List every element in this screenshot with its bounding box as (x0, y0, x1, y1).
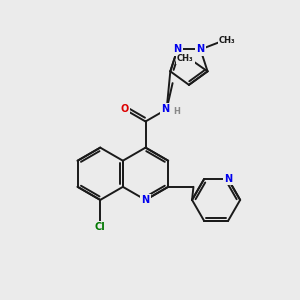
Text: N: N (142, 195, 150, 205)
Text: N: N (196, 44, 205, 55)
Text: N: N (173, 44, 181, 55)
Text: CH₃: CH₃ (177, 54, 194, 63)
Text: O: O (120, 104, 129, 114)
Text: N: N (224, 174, 232, 184)
Text: N: N (161, 104, 169, 114)
Text: CH₃: CH₃ (219, 36, 236, 45)
Text: H: H (174, 107, 181, 116)
Text: Cl: Cl (95, 222, 106, 232)
